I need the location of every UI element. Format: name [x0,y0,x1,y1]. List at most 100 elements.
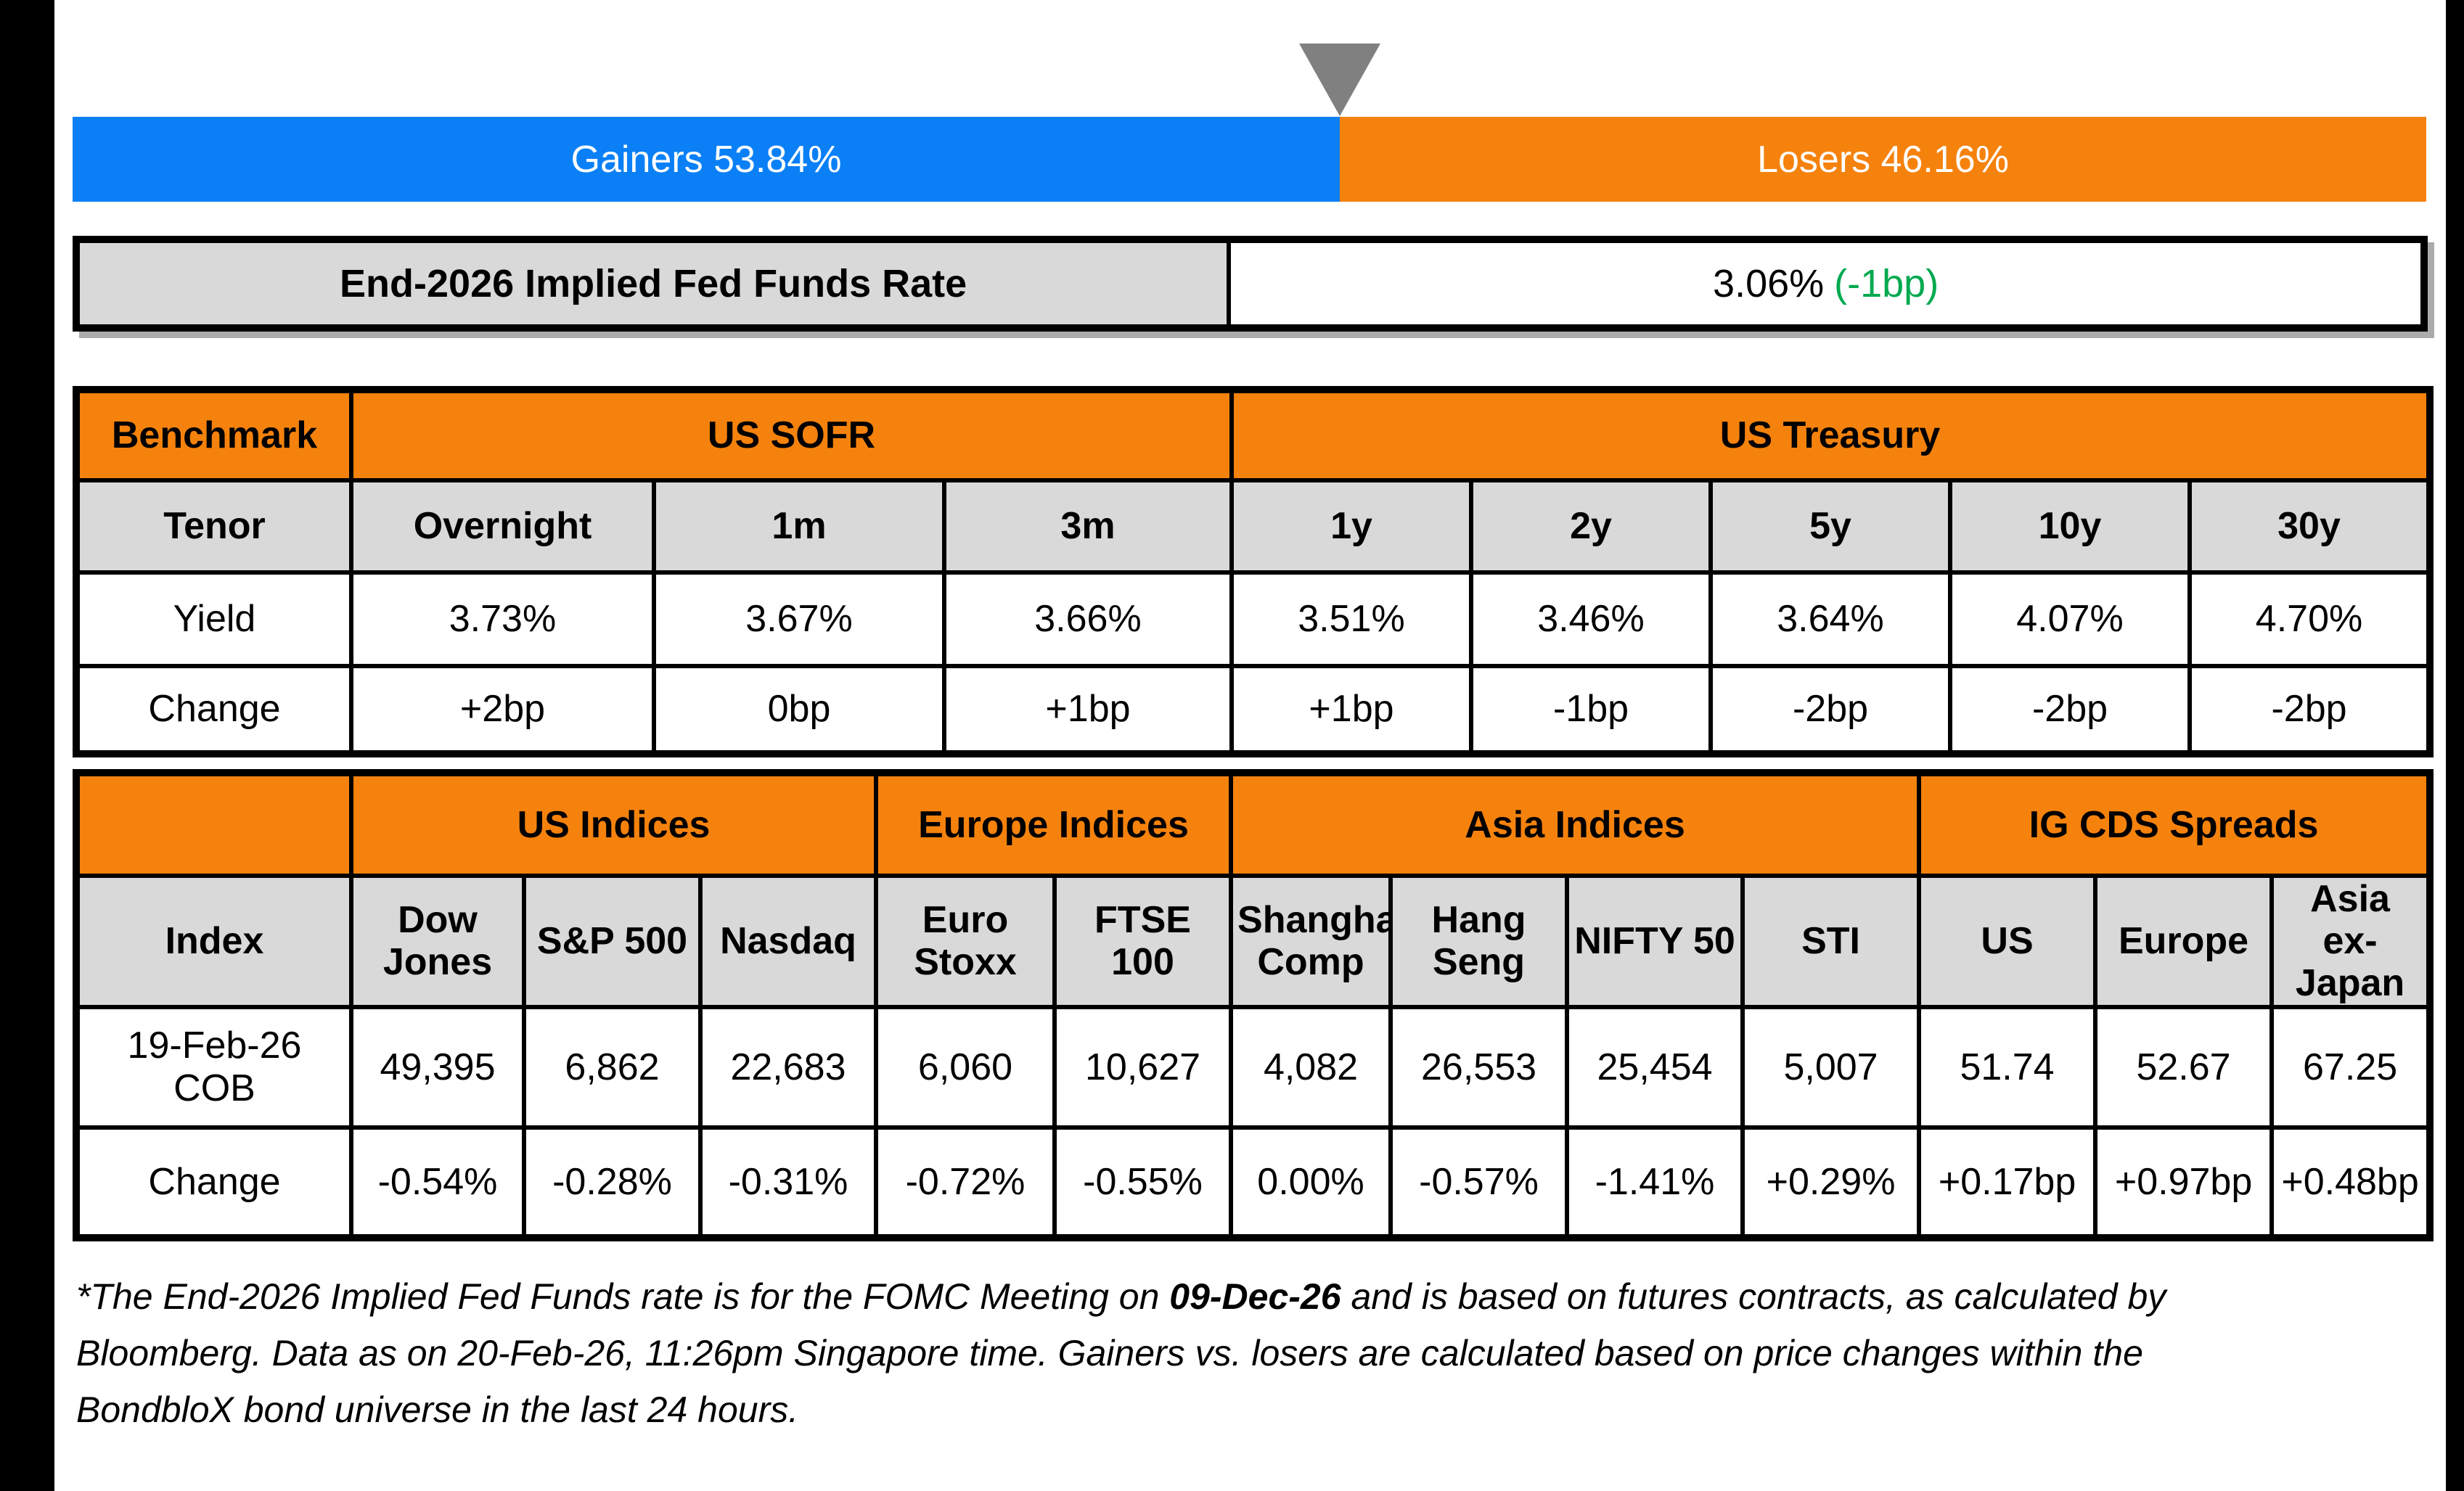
cob-values-row: 19-Feb-26 COB 49,395 6,862 22,683 6,060 … [74,1004,2433,1130]
tenor-2y: 2y [1469,478,1713,575]
indices-change-label: Change [74,1125,353,1240]
change-ftse-100: -0.55% [1052,1125,1234,1240]
change-sp500: -0.28% [522,1125,703,1240]
group-asia-indices: Asia Indices [1229,771,1922,878]
change-30y: -2bp [2187,664,2433,756]
tenor-overnight: Overnight [349,478,656,575]
yield-2y: 3.46% [1469,570,1713,668]
tenor-row: Tenor Overnight 1m 3m 1y 2y 5y 10y 30y [74,478,2433,575]
change-2y: -1bp [1469,664,1713,756]
value-cds-us: 51.74 [1917,1004,2098,1130]
tenor-label: Tenor [74,478,353,575]
tenor-10y: 10y [1948,478,2192,575]
gainers-losers-bar: Gainers 53.84% Losers 46.16% [73,117,2426,202]
col-sti: STI [1740,874,1922,1009]
benchmark-header-row: Benchmark US SOFR US Treasury [74,387,2433,482]
change-hang-seng: -0.57% [1388,1125,1570,1240]
yield-label: Yield [74,570,353,668]
gainers-losers-marker-triangle-icon [1299,44,1380,116]
value-euro-stoxx: 6,060 [874,1004,1057,1130]
change-1m: 0bp [652,664,946,756]
col-cds-us: US [1917,874,2098,1009]
footnote-line-3: BondbloX bond universe in the last 24 ho… [76,1389,799,1430]
change-euro-stoxx: -0.72% [874,1125,1057,1240]
yield-10y: 4.07% [1948,570,2192,668]
benchmark-change-row: Change +2bp 0bp +1bp +1bp -1bp -2bp -2bp… [74,664,2433,756]
benchmark-change-label: Change [74,664,353,756]
yield-row: Yield 3.73% 3.67% 3.66% 3.51% 3.46% 3.64… [74,570,2433,668]
tenor-3m: 3m [942,478,1234,575]
gainers-bar-segment: Gainers 53.84% [73,117,1341,202]
fed-funds-rate-box: End-2026 Implied Fed Funds Rate 3.06% (-… [73,236,2428,332]
change-nasdaq: -0.31% [698,1125,878,1240]
change-shanghai-comp: 0.00% [1229,1125,1393,1240]
benchmark-table: Benchmark US SOFR US Treasury Tenor Over… [73,386,2434,757]
footnote-line-2: Bloomberg. Data as on 20-Feb-26, 11:26pm… [76,1333,2143,1373]
col-shanghai-comp: Shanghai Comp [1229,874,1393,1009]
col-nasdaq: Nasdaq [698,874,878,1009]
footnote: *The End-2026 Implied Fed Funds rate is … [76,1268,2431,1438]
fed-funds-rate-value: 3.06% [1713,262,1825,305]
change-sti: +0.29% [1740,1125,1922,1240]
yield-1y: 3.51% [1229,570,1473,668]
col-hang-seng: Hang Seng [1388,874,1570,1009]
change-cds-asia-ex-japan: +0.48bp [2269,1125,2433,1240]
footnote-line1-pre: *The End-2026 Implied Fed Funds rate is … [76,1276,1170,1317]
value-hang-seng: 26,553 [1388,1004,1570,1130]
value-nasdaq: 22,683 [698,1004,878,1130]
fed-funds-rate-value-cell: 3.06% (-1bp) [1231,243,2420,324]
value-shanghai-comp: 4,082 [1229,1004,1393,1130]
losers-bar-segment: Losers 46.16% [1340,117,2426,202]
change-1y: +1bp [1229,664,1473,756]
gainers-label: Gainers 53.84% [570,138,842,181]
cob-row-label: 19-Feb-26 COB [74,1004,353,1130]
tenor-1m: 1m [652,478,946,575]
benchmark-corner-cell: Benchmark [74,387,353,482]
losers-label: Losers 46.16% [1757,138,2009,181]
value-sp500: 6,862 [522,1004,703,1130]
group-us-treasury: US Treasury [1229,387,2433,482]
col-cds-europe: Europe [2093,874,2275,1009]
yield-30y: 4.70% [2187,570,2433,668]
index-label: Index [74,874,353,1009]
footnote-line-1: *The End-2026 Implied Fed Funds rate is … [76,1268,2431,1325]
value-cds-asia-ex-japan: 67.25 [2269,1004,2433,1130]
value-nifty-50: 25,454 [1565,1004,1745,1130]
col-cds-asia-ex-japan: Asia ex-Japan [2269,874,2433,1009]
footnote-line1-post: and is based on futures contracts, as ca… [1341,1276,2166,1317]
group-us-indices: US Indices [349,771,878,878]
indices-corner-cell [74,771,353,878]
change-5y: -2bp [1708,664,1952,756]
tenor-5y: 5y [1708,478,1952,575]
col-nifty-50: NIFTY 50 [1565,874,1745,1009]
yield-5y: 3.64% [1708,570,1952,668]
value-sti: 5,007 [1740,1004,1922,1130]
col-ftse-100: FTSE 100 [1052,874,1234,1009]
indices-change-row: Change -0.54% -0.28% -0.31% -0.72% -0.55… [74,1125,2433,1240]
group-us-sofr: US SOFR [349,387,1234,482]
change-10y: -2bp [1948,664,2192,756]
change-cds-us: +0.17bp [1917,1125,2098,1240]
change-3m: +1bp [942,664,1234,756]
col-euro-stoxx: Euro Stoxx [874,874,1057,1009]
change-overnight: +2bp [349,664,656,756]
indices-header-row: US Indices Europe Indices Asia Indices I… [74,771,2433,878]
value-ftse-100: 10,627 [1052,1004,1234,1130]
index-name-row: Index Dow Jones S&P 500 Nasdaq Euro Stox… [74,874,2433,1009]
footnote-fomc-date: 09-Dec-26 [1169,1276,1341,1317]
col-dow-jones: Dow Jones [349,874,526,1009]
change-dow-jones: -0.54% [349,1125,526,1240]
value-dow-jones: 49,395 [349,1004,526,1130]
left-black-border [0,0,54,1491]
fed-funds-rate-change: (-1bp) [1834,262,1939,305]
yield-3m: 3.66% [942,570,1234,668]
tenor-1y: 1y [1229,478,1473,575]
col-sp500: S&P 500 [522,874,703,1009]
change-nifty-50: -1.41% [1565,1125,1745,1240]
fed-funds-rate-label: End-2026 Implied Fed Funds Rate [80,243,1232,324]
yield-1m: 3.67% [652,570,946,668]
tenor-30y: 30y [2187,478,2433,575]
indices-table: US Indices Europe Indices Asia Indices I… [73,769,2434,1241]
value-cds-europe: 52.67 [2093,1004,2275,1130]
